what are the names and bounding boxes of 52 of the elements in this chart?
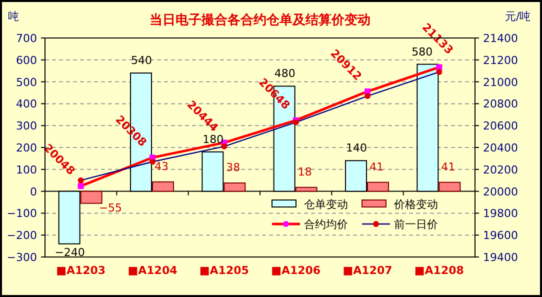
y2-tick-label: 20200 xyxy=(483,163,518,176)
y-tick-label: −300 xyxy=(6,251,37,264)
legend-label: 价格变动 xyxy=(393,198,438,211)
y2-tick-label: 19800 xyxy=(483,207,518,220)
data-label: −240 xyxy=(54,246,85,259)
legend-label: 合约均价 xyxy=(304,218,348,231)
y-tick-label: 600 xyxy=(16,54,37,67)
bar xyxy=(367,182,389,192)
y2-axis-title: 元/吨 xyxy=(505,10,531,23)
data-label: 41 xyxy=(370,160,384,174)
y-axis-title: 吨 xyxy=(8,10,19,23)
data-label: 38 xyxy=(226,160,240,174)
chart-title: 当日电子撮合各合约仓单及结算价变动 xyxy=(150,12,370,28)
legend-label: 前一日价 xyxy=(394,218,438,231)
y2-tick-label: 20000 xyxy=(483,185,518,198)
y2-tick-label: 20800 xyxy=(483,98,518,111)
y2-tick-label: 21200 xyxy=(483,54,518,67)
y-tick-label: 400 xyxy=(16,98,37,111)
legend-label: 仓单变动 xyxy=(304,198,348,211)
y2-tick-label: 19600 xyxy=(483,229,518,242)
bar xyxy=(224,182,246,192)
x-tick-label: ■A1208 xyxy=(414,264,464,277)
bar xyxy=(152,181,174,192)
data-label: 140 xyxy=(346,142,367,155)
y-tick-label: 200 xyxy=(16,142,37,154)
y-tick-label: 100 xyxy=(16,163,37,176)
bar xyxy=(80,190,102,204)
y2-tick-label: 20600 xyxy=(483,120,518,133)
data-label: 43 xyxy=(154,160,168,173)
y-tick-label: 500 xyxy=(16,76,37,89)
y-tick-label: 0 xyxy=(30,185,37,198)
x-tick-label: ■A1203 xyxy=(56,264,106,277)
data-label: 180 xyxy=(202,132,224,146)
y2-tick-label: 21400 xyxy=(483,32,518,45)
data-label: −55 xyxy=(98,201,122,214)
x-tick-label: ■A1207 xyxy=(342,264,392,277)
y2-tick-label: 19400 xyxy=(483,251,518,264)
x-tick-label: ■A1206 xyxy=(271,264,321,277)
bar xyxy=(295,186,318,192)
x-tick-label: ■A1205 xyxy=(199,264,249,277)
y-tick-label: 300 xyxy=(16,120,37,133)
x-tick-label: ■A1204 xyxy=(128,264,178,277)
data-label: 540 xyxy=(131,54,152,68)
bar xyxy=(438,182,461,192)
y-tick-label: −100 xyxy=(6,207,37,220)
y2-tick-label: 21000 xyxy=(483,76,518,89)
y-tick-label: −200 xyxy=(6,229,37,242)
data-label: 41 xyxy=(441,160,456,174)
data-label: 18 xyxy=(298,165,312,178)
y-tick-label: 700 xyxy=(16,32,37,45)
y2-tick-label: 20400 xyxy=(483,142,518,154)
data-label: 480 xyxy=(274,67,296,80)
